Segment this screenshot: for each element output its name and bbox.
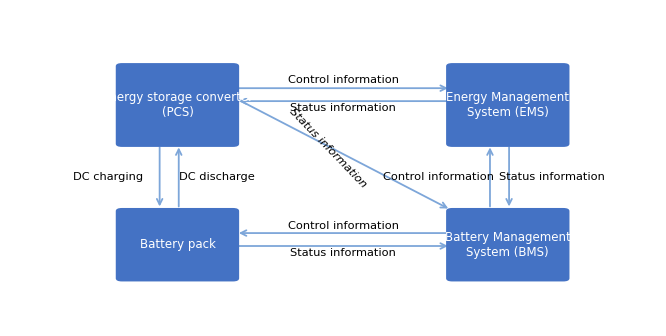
Text: DC charging: DC charging — [73, 172, 143, 182]
Text: Status information: Status information — [499, 172, 605, 182]
Text: Battery pack: Battery pack — [139, 238, 215, 251]
FancyBboxPatch shape — [446, 63, 569, 147]
Text: Control information: Control information — [288, 75, 399, 85]
Text: Control information: Control information — [288, 221, 399, 231]
Text: Status information: Status information — [288, 106, 369, 189]
Text: Control information: Control information — [383, 172, 494, 182]
FancyBboxPatch shape — [116, 63, 239, 147]
Text: Battery Management
System (BMS): Battery Management System (BMS) — [445, 231, 571, 259]
FancyBboxPatch shape — [446, 208, 569, 282]
Text: Status information: Status information — [290, 102, 396, 113]
FancyBboxPatch shape — [116, 208, 239, 282]
Text: Energy storage converter
(PCS): Energy storage converter (PCS) — [102, 91, 253, 119]
Text: DC discharge: DC discharge — [178, 172, 254, 182]
Text: Energy Management
System (EMS): Energy Management System (EMS) — [446, 91, 569, 119]
Text: Status information: Status information — [290, 248, 396, 258]
